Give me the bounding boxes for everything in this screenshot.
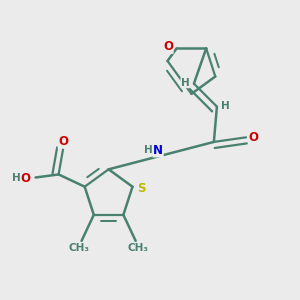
Text: O: O <box>163 40 173 53</box>
Text: O: O <box>58 135 68 148</box>
Text: N: N <box>153 144 163 157</box>
Text: O: O <box>248 131 258 144</box>
Text: CH₃: CH₃ <box>128 243 148 253</box>
Text: H: H <box>221 101 230 111</box>
Text: O: O <box>21 172 31 184</box>
Text: H: H <box>12 173 21 183</box>
Text: S: S <box>137 182 146 195</box>
Text: H: H <box>181 78 190 88</box>
Text: H: H <box>144 146 153 155</box>
Text: CH₃: CH₃ <box>69 243 90 253</box>
